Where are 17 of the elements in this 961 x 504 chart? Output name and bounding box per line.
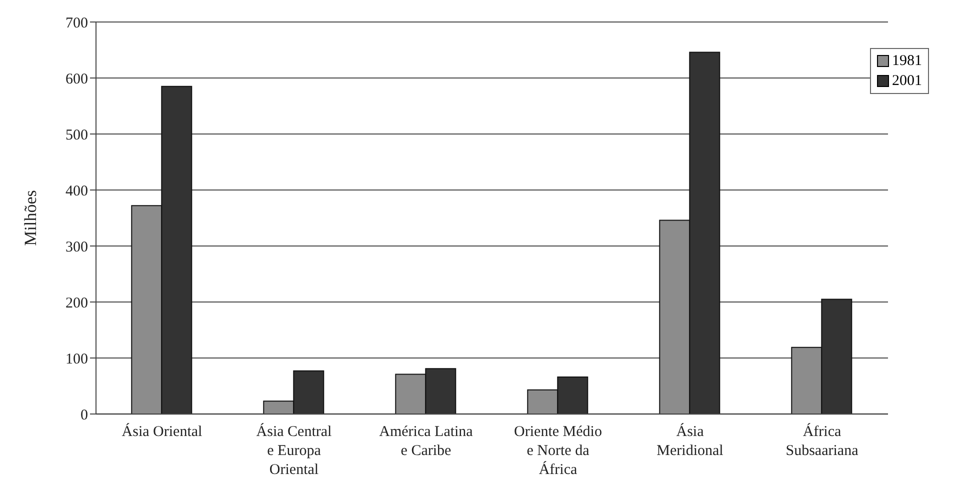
- y-tick-label: 600: [66, 71, 88, 88]
- x-tick-label: Oriente Médio e Norte da África: [514, 424, 602, 478]
- y-axis-title: Milhões: [21, 190, 40, 246]
- legend-label: 2001: [892, 72, 922, 91]
- legend-label: 1981: [892, 52, 922, 71]
- x-tick-label: América Latina e Caribe: [379, 424, 474, 459]
- x-tick-label: Ásia Oriental: [122, 423, 202, 440]
- x-tick-label: África Subsaariana: [786, 423, 859, 459]
- y-tick-label: 100: [66, 351, 88, 368]
- y-tick-label: 200: [66, 295, 88, 312]
- y-tick-label: 300: [66, 239, 88, 256]
- x-tick-label: Ásia Meridional: [656, 423, 724, 459]
- x-tick-label: Ásia Central e Europa Oriental: [256, 423, 332, 478]
- y-tick-label: 500: [66, 127, 88, 144]
- y-tick-label: 700: [66, 15, 88, 32]
- y-tick-label: 400: [66, 183, 88, 200]
- y-tick-label: 0: [80, 407, 88, 424]
